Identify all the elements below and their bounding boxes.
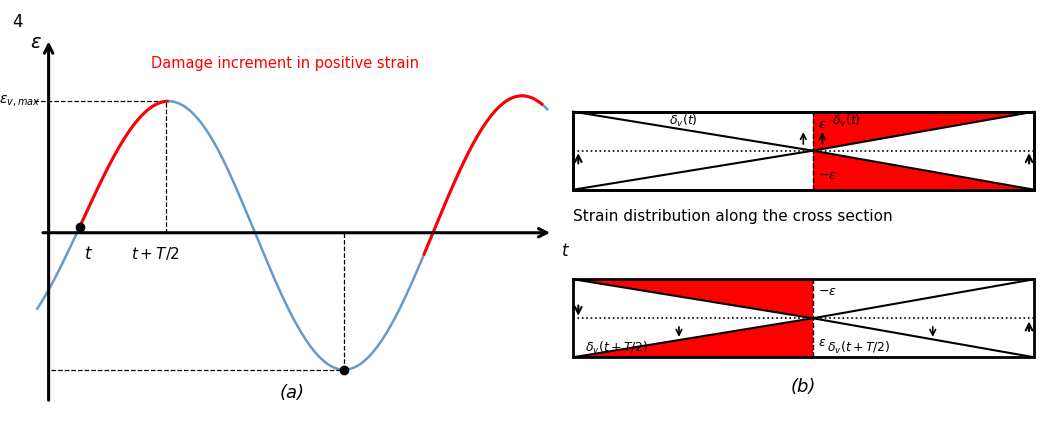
Text: $-\varepsilon$: $-\varepsilon$ <box>818 285 837 298</box>
Text: $\delta_v(t+T/2)$: $\delta_v(t+T/2)$ <box>585 339 649 356</box>
Text: $t$: $t$ <box>562 242 570 260</box>
Text: Damage increment in positive strain: Damage increment in positive strain <box>151 56 418 71</box>
Polygon shape <box>573 318 813 357</box>
Text: $t$: $t$ <box>84 245 94 263</box>
Text: $\delta_v(t)$: $\delta_v(t)$ <box>669 113 698 129</box>
Polygon shape <box>573 279 813 318</box>
Text: $\varepsilon$: $\varepsilon$ <box>30 33 42 52</box>
Text: Strain distribution along the cross section: Strain distribution along the cross sect… <box>573 209 893 224</box>
Text: $\varepsilon$: $\varepsilon$ <box>818 117 826 131</box>
Text: $\delta_v(t)$: $\delta_v(t)$ <box>832 113 861 129</box>
Bar <box>573 112 1034 190</box>
Bar <box>573 112 1034 190</box>
Text: $\delta_v(t+T/2)$: $\delta_v(t+T/2)$ <box>827 339 891 356</box>
Text: $t + T/2$: $t + T/2$ <box>131 245 179 262</box>
Text: 4: 4 <box>13 13 23 31</box>
Text: $-\varepsilon$: $-\varepsilon$ <box>818 169 837 182</box>
Text: (a): (a) <box>279 384 305 402</box>
Text: $\varepsilon_{v,max}$: $\varepsilon_{v,max}$ <box>0 94 40 109</box>
Text: $\varepsilon$: $\varepsilon$ <box>818 336 826 349</box>
Polygon shape <box>813 112 1034 151</box>
Polygon shape <box>813 151 1034 190</box>
Text: (b): (b) <box>790 378 817 396</box>
Bar <box>573 279 1034 357</box>
